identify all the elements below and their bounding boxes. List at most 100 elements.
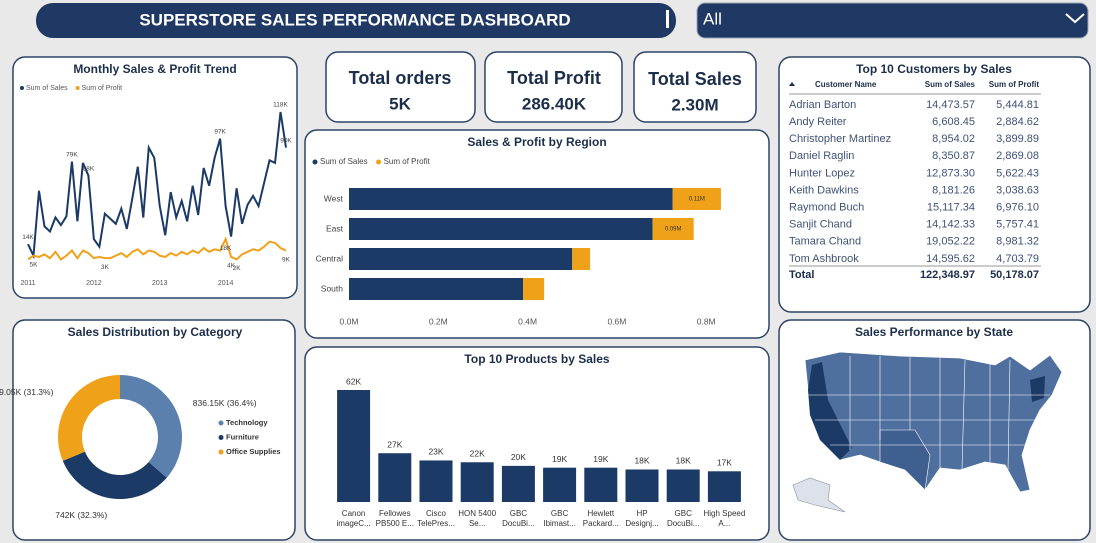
- data-line: [27, 111, 287, 260]
- column-header: Customer Name: [815, 80, 877, 89]
- table-cell: 5,444.81: [996, 99, 1039, 111]
- x-tick-label: 2014: [218, 280, 234, 287]
- data-label: 17K: [717, 458, 732, 468]
- table-cell: 2,884.62: [996, 116, 1039, 128]
- legend-marker: [218, 420, 224, 426]
- kpi-label: Total orders: [349, 68, 452, 88]
- data-label: 18K: [634, 456, 649, 466]
- x-tick-label: HP Designj...: [625, 509, 659, 528]
- x-tick-label: 0.6M: [607, 316, 626, 326]
- chart-title: Sales Distribution by Category: [68, 325, 243, 339]
- state-alaska[interactable]: [792, 477, 846, 513]
- data-label: 19K: [593, 454, 608, 464]
- state-borders: [808, 356, 1050, 471]
- data-label: 19K: [552, 454, 567, 464]
- dashboard-title: SUPERSTORE SALES PERFORMANCE DASHBOARD: [139, 10, 570, 29]
- data-label: 2K: [233, 265, 242, 272]
- kpi-label: Total Profit: [507, 68, 601, 88]
- x-tick-label: GBC DocuBi...: [502, 509, 535, 528]
- data-label: 14K: [22, 234, 34, 241]
- table-cell: Hunter Lopez: [789, 167, 855, 179]
- legend-label: Sum of Profit: [384, 157, 431, 166]
- table-cell: Christopher Martinez: [789, 133, 891, 145]
- header-bar: [36, 3, 676, 38]
- y-tick-label: West: [324, 193, 344, 203]
- table-cell: 3,038.63: [996, 184, 1039, 196]
- kpi-value: 2.30M: [671, 95, 718, 114]
- bar: [501, 465, 535, 502]
- table-cell: Andy Reiter: [789, 116, 847, 128]
- legend-marker: [218, 449, 224, 455]
- x-tick-label: 0.4M: [518, 316, 537, 326]
- x-tick-label: 2013: [152, 280, 168, 287]
- table-cell: 8,981.32: [996, 236, 1039, 248]
- state-california[interactable]: [808, 362, 852, 460]
- bar: [378, 453, 412, 502]
- x-tick-label: Canon imageC...: [336, 509, 371, 528]
- x-tick-label: Fellowes PB500 E...: [375, 509, 414, 528]
- donut-slice: [58, 375, 120, 461]
- legend-marker: [20, 86, 24, 90]
- chart-title: Monthly Sales & Profit Trend: [73, 62, 236, 76]
- bar: [584, 467, 618, 502]
- table-cell: Raymond Buch: [789, 202, 864, 214]
- y-tick-label: East: [326, 223, 344, 233]
- state-new-york[interactable]: [1030, 376, 1045, 402]
- data-label: 22K: [470, 449, 485, 459]
- column-header: Sum of Profit: [989, 80, 1040, 89]
- panel: [12, 56, 298, 299]
- bar-segment: [349, 278, 524, 300]
- x-tick-label: HON 5400 Se...: [458, 509, 497, 528]
- y-tick-label: South: [321, 283, 343, 293]
- data-label: 18K: [676, 456, 691, 466]
- y-tick-label: Central: [316, 253, 344, 263]
- data-label: 719.05K (31.3%): [0, 387, 54, 397]
- table-title: Top 10 Customers by Sales: [856, 62, 1012, 76]
- legend-label: Technology: [226, 418, 268, 427]
- dropdown-chevron[interactable]: [1065, 13, 1085, 24]
- data-label: 90K: [280, 137, 292, 144]
- table-cell: 6,976.10: [996, 202, 1039, 214]
- data-label: 836.15K (36.4%): [193, 398, 257, 408]
- table-cell: 3,899.89: [996, 133, 1039, 145]
- column-header: Sum of Sales: [925, 80, 976, 89]
- kpi-card: [484, 51, 623, 123]
- data-label: 27K: [387, 439, 402, 449]
- table-total: 122,348.97: [920, 269, 975, 281]
- filter-value[interactable]: All: [703, 9, 722, 28]
- data-line: [27, 236, 287, 261]
- x-tick-label: 0.2M: [429, 316, 448, 326]
- data-label: 5K: [30, 261, 39, 268]
- bar: [625, 469, 659, 502]
- x-tick-label: High Speed A...: [703, 509, 746, 528]
- bar-segment: [349, 248, 573, 270]
- chart-title: Top 10 Products by Sales: [464, 352, 609, 366]
- data-label: 18K: [220, 245, 232, 252]
- filter-dropdown[interactable]: [696, 2, 1089, 39]
- data-label: 742K (32.3%): [55, 510, 107, 520]
- kpi-value: 286.40K: [522, 94, 587, 113]
- table-cell: 14,595.62: [926, 253, 975, 265]
- legend-label: Office Supplies: [226, 447, 281, 456]
- table-cell: Daniel Raglin: [789, 150, 854, 162]
- kpi-value: 5K: [389, 94, 411, 113]
- data-label: 68K: [83, 165, 95, 172]
- table-total: 50,178.07: [990, 269, 1039, 281]
- x-tick-label: Hewlett Packard...: [582, 509, 619, 528]
- data-label: 23K: [428, 447, 443, 457]
- x-tick-label: GBC DocuBi...: [666, 509, 700, 528]
- x-tick-label: 2011: [20, 280, 35, 287]
- table-cell: 2,869.08: [996, 150, 1039, 162]
- data-label: 9K: [282, 256, 291, 263]
- donut-slice: [62, 451, 167, 499]
- bar: [337, 390, 371, 502]
- x-tick-label: 0.0M: [340, 316, 359, 326]
- us-map[interactable]: [804, 351, 1063, 493]
- table-cell: 8,350.87: [932, 150, 975, 162]
- table-cell: 15,117.34: [927, 202, 975, 214]
- data-label: 20K: [511, 452, 526, 462]
- table-cell: 8,181.26: [932, 184, 975, 196]
- legend-label: Furniture: [226, 432, 259, 441]
- table-cell: 5,757.41: [996, 219, 1039, 231]
